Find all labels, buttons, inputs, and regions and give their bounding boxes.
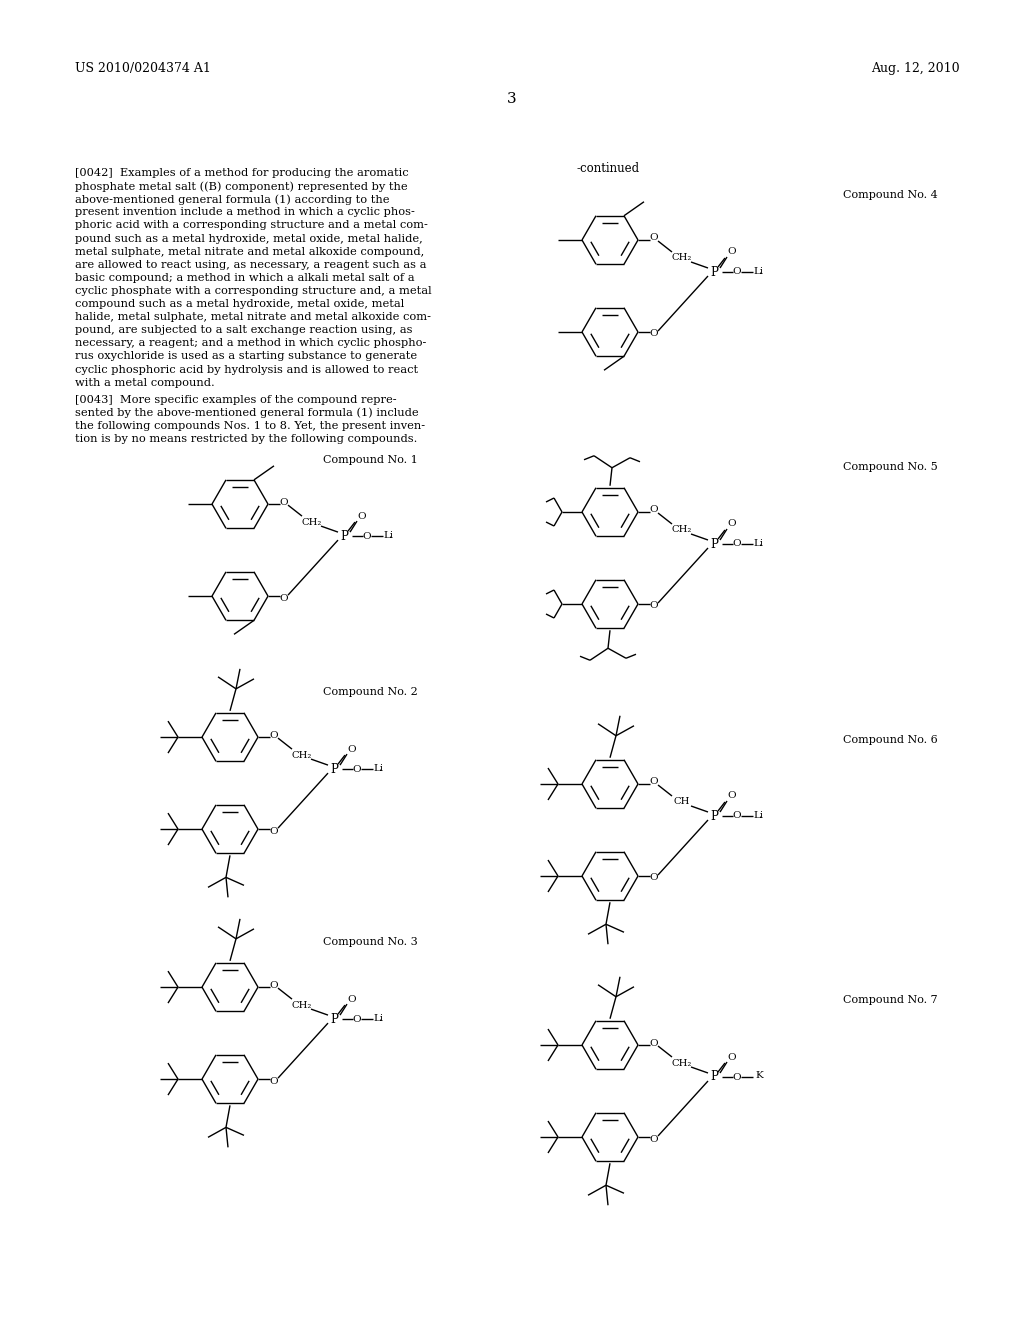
Text: P: P: [710, 265, 718, 279]
Text: Li: Li: [754, 539, 764, 548]
Text: Li: Li: [754, 810, 764, 820]
Text: O: O: [728, 1052, 736, 1061]
Text: necessary, a reagent; and a method in which cyclic phospho-: necessary, a reagent; and a method in wh…: [75, 338, 426, 348]
Text: Compound No. 6: Compound No. 6: [843, 735, 937, 744]
Text: Compound No. 4: Compound No. 4: [843, 190, 937, 201]
Text: O: O: [733, 812, 741, 821]
Text: 3: 3: [507, 92, 517, 106]
Text: Aug. 12, 2010: Aug. 12, 2010: [871, 62, 961, 75]
Text: O: O: [280, 594, 289, 603]
Text: O: O: [362, 532, 372, 541]
Text: O: O: [357, 512, 367, 520]
Text: P: P: [710, 1071, 718, 1084]
Text: with a metal compound.: with a metal compound.: [75, 378, 215, 388]
Text: basic compound; a method in which a alkali metal salt of a: basic compound; a method in which a alka…: [75, 273, 415, 282]
Text: O: O: [649, 330, 658, 338]
Text: pound, are subjected to a salt exchange reaction using, as: pound, are subjected to a salt exchange …: [75, 325, 413, 335]
Text: CH₂: CH₂: [292, 751, 312, 759]
Text: O: O: [733, 1072, 741, 1081]
Text: O: O: [348, 994, 356, 1003]
Text: cyclic phosphate with a corresponding structure and, a metal: cyclic phosphate with a corresponding st…: [75, 286, 432, 296]
Text: O: O: [649, 777, 658, 787]
Text: O: O: [269, 730, 279, 739]
Text: CH₂: CH₂: [292, 1001, 312, 1010]
Text: are allowed to react using, as necessary, a reagent such as a: are allowed to react using, as necessary…: [75, 260, 427, 269]
Text: Li: Li: [384, 531, 394, 540]
Text: the following compounds Nos. 1 to 8. Yet, the present inven-: the following compounds Nos. 1 to 8. Yet…: [75, 421, 425, 430]
Text: CH₂: CH₂: [672, 525, 692, 535]
Text: Compound No. 1: Compound No. 1: [323, 455, 418, 465]
Text: K: K: [755, 1072, 763, 1081]
Text: Compound No. 5: Compound No. 5: [843, 462, 937, 473]
Text: phoric acid with a corresponding structure and a metal com-: phoric acid with a corresponding structu…: [75, 220, 428, 231]
Text: present invention include a method in which a cyclic phos-: present invention include a method in wh…: [75, 207, 415, 218]
Text: US 2010/0204374 A1: US 2010/0204374 A1: [75, 62, 211, 75]
Text: CH₂: CH₂: [672, 253, 692, 263]
Text: sented by the above-mentioned general formula (1) include: sented by the above-mentioned general fo…: [75, 408, 419, 418]
Text: halide, metal sulphate, metal nitrate and metal alkoxide com-: halide, metal sulphate, metal nitrate an…: [75, 312, 431, 322]
Text: tion is by no means restricted by the following compounds.: tion is by no means restricted by the fo…: [75, 434, 418, 444]
Text: O: O: [348, 744, 356, 754]
Text: phosphate metal salt ((B) component) represented by the: phosphate metal salt ((B) component) rep…: [75, 181, 408, 191]
Text: Compound No. 2: Compound No. 2: [323, 688, 418, 697]
Text: O: O: [733, 268, 741, 276]
Text: O: O: [728, 520, 736, 528]
Text: O: O: [649, 1134, 658, 1143]
Text: [0043]  More specific examples of the compound repre-: [0043] More specific examples of the com…: [75, 395, 396, 405]
Text: O: O: [352, 1015, 361, 1023]
Text: O: O: [269, 1077, 279, 1085]
Text: CH₂: CH₂: [672, 1059, 692, 1068]
Text: metal sulphate, metal nitrate and metal alkoxide compound,: metal sulphate, metal nitrate and metal …: [75, 247, 424, 256]
Text: O: O: [649, 602, 658, 610]
Text: Compound No. 3: Compound No. 3: [323, 937, 418, 948]
Text: O: O: [352, 764, 361, 774]
Text: O: O: [728, 792, 736, 800]
Text: O: O: [280, 498, 289, 507]
Text: Li: Li: [754, 267, 764, 276]
Text: P: P: [330, 1012, 338, 1026]
Text: pound such as a metal hydroxide, metal oxide, metal halide,: pound such as a metal hydroxide, metal o…: [75, 234, 423, 243]
Text: P: P: [710, 809, 718, 822]
Text: [0042]  Examples of a method for producing the aromatic: [0042] Examples of a method for producin…: [75, 168, 409, 178]
Text: O: O: [649, 234, 658, 243]
Text: O: O: [649, 506, 658, 515]
Text: O: O: [649, 1039, 658, 1048]
Text: CH₂: CH₂: [302, 517, 323, 527]
Text: CH: CH: [674, 797, 690, 807]
Text: O: O: [733, 540, 741, 549]
Text: O: O: [269, 981, 279, 990]
Text: O: O: [649, 874, 658, 883]
Text: P: P: [330, 763, 338, 776]
Text: rus oxychloride is used as a starting substance to generate: rus oxychloride is used as a starting su…: [75, 351, 417, 362]
Text: O: O: [269, 826, 279, 836]
Text: P: P: [710, 537, 718, 550]
Text: Compound No. 7: Compound No. 7: [843, 995, 937, 1005]
Text: compound such as a metal hydroxide, metal oxide, metal: compound such as a metal hydroxide, meta…: [75, 300, 404, 309]
Text: O: O: [728, 248, 736, 256]
Text: P: P: [340, 529, 348, 543]
Text: -continued: -continued: [577, 162, 640, 176]
Text: Li: Li: [374, 763, 384, 772]
Text: cyclic phosphoric acid by hydrolysis and is allowed to react: cyclic phosphoric acid by hydrolysis and…: [75, 364, 418, 375]
Text: above-mentioned general formula (1) according to the: above-mentioned general formula (1) acco…: [75, 194, 389, 205]
Text: Li: Li: [374, 1014, 384, 1023]
